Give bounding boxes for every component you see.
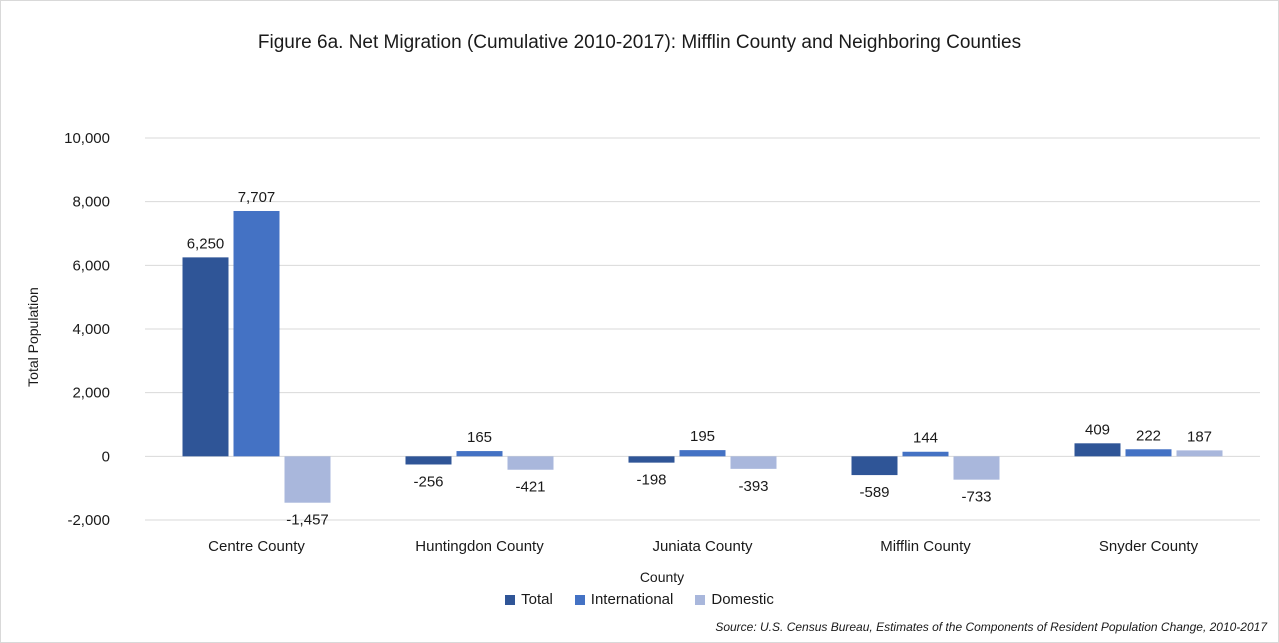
data-label: -256	[413, 473, 443, 490]
bar-domestic	[1176, 450, 1223, 457]
x-category-label: Centre County	[208, 538, 305, 555]
data-label: 187	[1187, 428, 1212, 445]
bar-domestic	[284, 456, 331, 503]
data-label: -733	[961, 489, 991, 506]
y-tick-label: 2,000	[72, 385, 110, 402]
data-label: -393	[738, 478, 768, 495]
x-axis-title: County	[640, 569, 684, 585]
bar-domestic	[953, 456, 1000, 480]
legend-swatch-domestic	[695, 594, 706, 605]
bar-total	[851, 456, 898, 476]
data-label: -421	[515, 479, 545, 496]
legend-swatch-international	[574, 594, 585, 605]
legend-label-total: Total	[521, 591, 553, 608]
data-label: 195	[690, 428, 715, 445]
data-label: -1,457	[286, 512, 329, 529]
data-label: 144	[913, 430, 938, 447]
bar-total	[1074, 443, 1121, 457]
data-label: 6,250	[187, 235, 225, 252]
x-category-label: Mifflin County	[880, 538, 971, 555]
y-tick-label: 10,000	[64, 130, 110, 147]
chart-title: Figure 6a. Net Migration (Cumulative 201…	[257, 32, 1022, 53]
data-label: -589	[859, 484, 889, 501]
legend-label-domestic: Domestic	[711, 591, 774, 608]
y-tick-label: 4,000	[72, 321, 110, 338]
bar-international	[1125, 449, 1172, 457]
legend-item-domestic: Domestic	[695, 591, 774, 608]
bar-international	[679, 450, 726, 457]
x-category-label: Juniata County	[652, 538, 753, 555]
bar-total	[628, 456, 675, 463]
data-label: -198	[636, 472, 666, 489]
bar-domestic	[507, 456, 554, 470]
chart-legend: Total International Domestic	[0, 591, 1279, 608]
bar-international	[456, 451, 503, 457]
legend-item-total: Total	[505, 591, 553, 608]
data-label: 165	[467, 429, 492, 446]
y-tick-label: 6,000	[72, 257, 110, 274]
legend-item-international: International	[574, 591, 674, 608]
bar-total	[405, 456, 452, 465]
x-category-label: Huntingdon County	[415, 538, 544, 555]
data-label: 7,707	[238, 189, 276, 206]
y-tick-label: 8,000	[72, 194, 110, 211]
y-tick-label: 0	[102, 448, 110, 465]
legend-label-international: International	[590, 591, 674, 608]
x-category-label: Snyder County	[1099, 538, 1199, 555]
source-note: Source: U.S. Census Bureau, Estimates of…	[715, 620, 1267, 634]
bar-total	[182, 257, 229, 457]
bar-international	[902, 451, 949, 457]
bar-domestic	[730, 456, 777, 469]
data-label: 222	[1136, 427, 1161, 444]
data-label: 409	[1085, 421, 1110, 438]
legend-swatch-total	[505, 594, 516, 605]
y-axis-title: Total Population	[25, 287, 41, 387]
y-tick-label: -2,000	[67, 512, 110, 529]
bar-international	[233, 210, 280, 457]
